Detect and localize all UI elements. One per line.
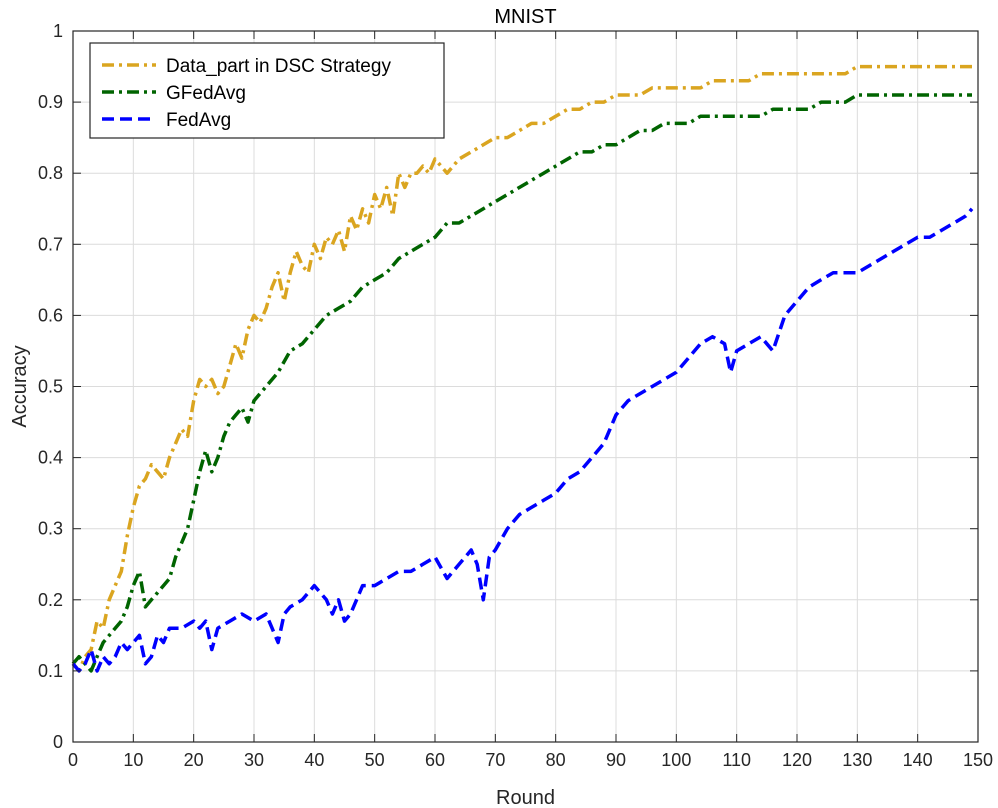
legend-label-1: GFedAvg bbox=[166, 83, 246, 104]
x-tick-label: 0 bbox=[68, 750, 78, 770]
x-tick-label: 100 bbox=[661, 750, 691, 770]
y-tick-label: 1 bbox=[53, 21, 63, 41]
x-tick-label: 10 bbox=[123, 750, 143, 770]
y-tick-label: 0.7 bbox=[38, 234, 63, 254]
grid bbox=[73, 31, 978, 742]
y-tick-label: 0.5 bbox=[38, 377, 63, 397]
x-tick-label: 70 bbox=[485, 750, 505, 770]
x-axis-title: Round bbox=[496, 787, 555, 808]
series-line-1 bbox=[71, 93, 972, 673]
series-line-0 bbox=[71, 64, 972, 673]
x-tick-label: 30 bbox=[244, 750, 264, 770]
x-tick-label: 60 bbox=[425, 750, 445, 770]
y-tick-label: 0.3 bbox=[38, 519, 63, 539]
legend-box bbox=[89, 42, 445, 139]
legend-label-0: Data_part in DSC Strategy bbox=[166, 56, 391, 77]
y-tick-label: 0.9 bbox=[38, 92, 63, 112]
x-tick-label: 80 bbox=[546, 750, 566, 770]
y-tick-label: 0.4 bbox=[38, 448, 63, 468]
x-tick-label: 90 bbox=[606, 750, 626, 770]
y-axis-title: Accuracy bbox=[9, 345, 31, 427]
x-tick-label: 120 bbox=[782, 750, 812, 770]
chart-title: MNIST bbox=[494, 6, 556, 28]
x-tick-label: 150 bbox=[963, 750, 993, 770]
x-tick-label: 20 bbox=[184, 750, 204, 770]
series-lines bbox=[71, 64, 974, 673]
x-tick-label: 40 bbox=[304, 750, 324, 770]
axis-ticks: 0 10 20 30 40 50 60 70 80 90 100 110 120 130 140 150 0 0.… bbox=[38, 21, 993, 770]
y-tick-label: 0 bbox=[53, 732, 63, 752]
legend: Data_part in DSC Strategy GFedAvg FedAvg bbox=[89, 42, 445, 139]
legend-label-2: FedAvg bbox=[166, 110, 231, 131]
x-tick-label: 130 bbox=[842, 750, 872, 770]
y-tick-label: 0.2 bbox=[38, 590, 63, 610]
x-tick-label: 50 bbox=[365, 750, 385, 770]
y-tick-label: 0.6 bbox=[38, 305, 63, 325]
x-tick-label: 110 bbox=[722, 750, 751, 770]
x-tick-label: 140 bbox=[903, 750, 933, 770]
y-tick-label: 0.1 bbox=[38, 661, 63, 681]
y-tick-label: 0.8 bbox=[38, 163, 63, 183]
series-line-2 bbox=[71, 207, 974, 673]
